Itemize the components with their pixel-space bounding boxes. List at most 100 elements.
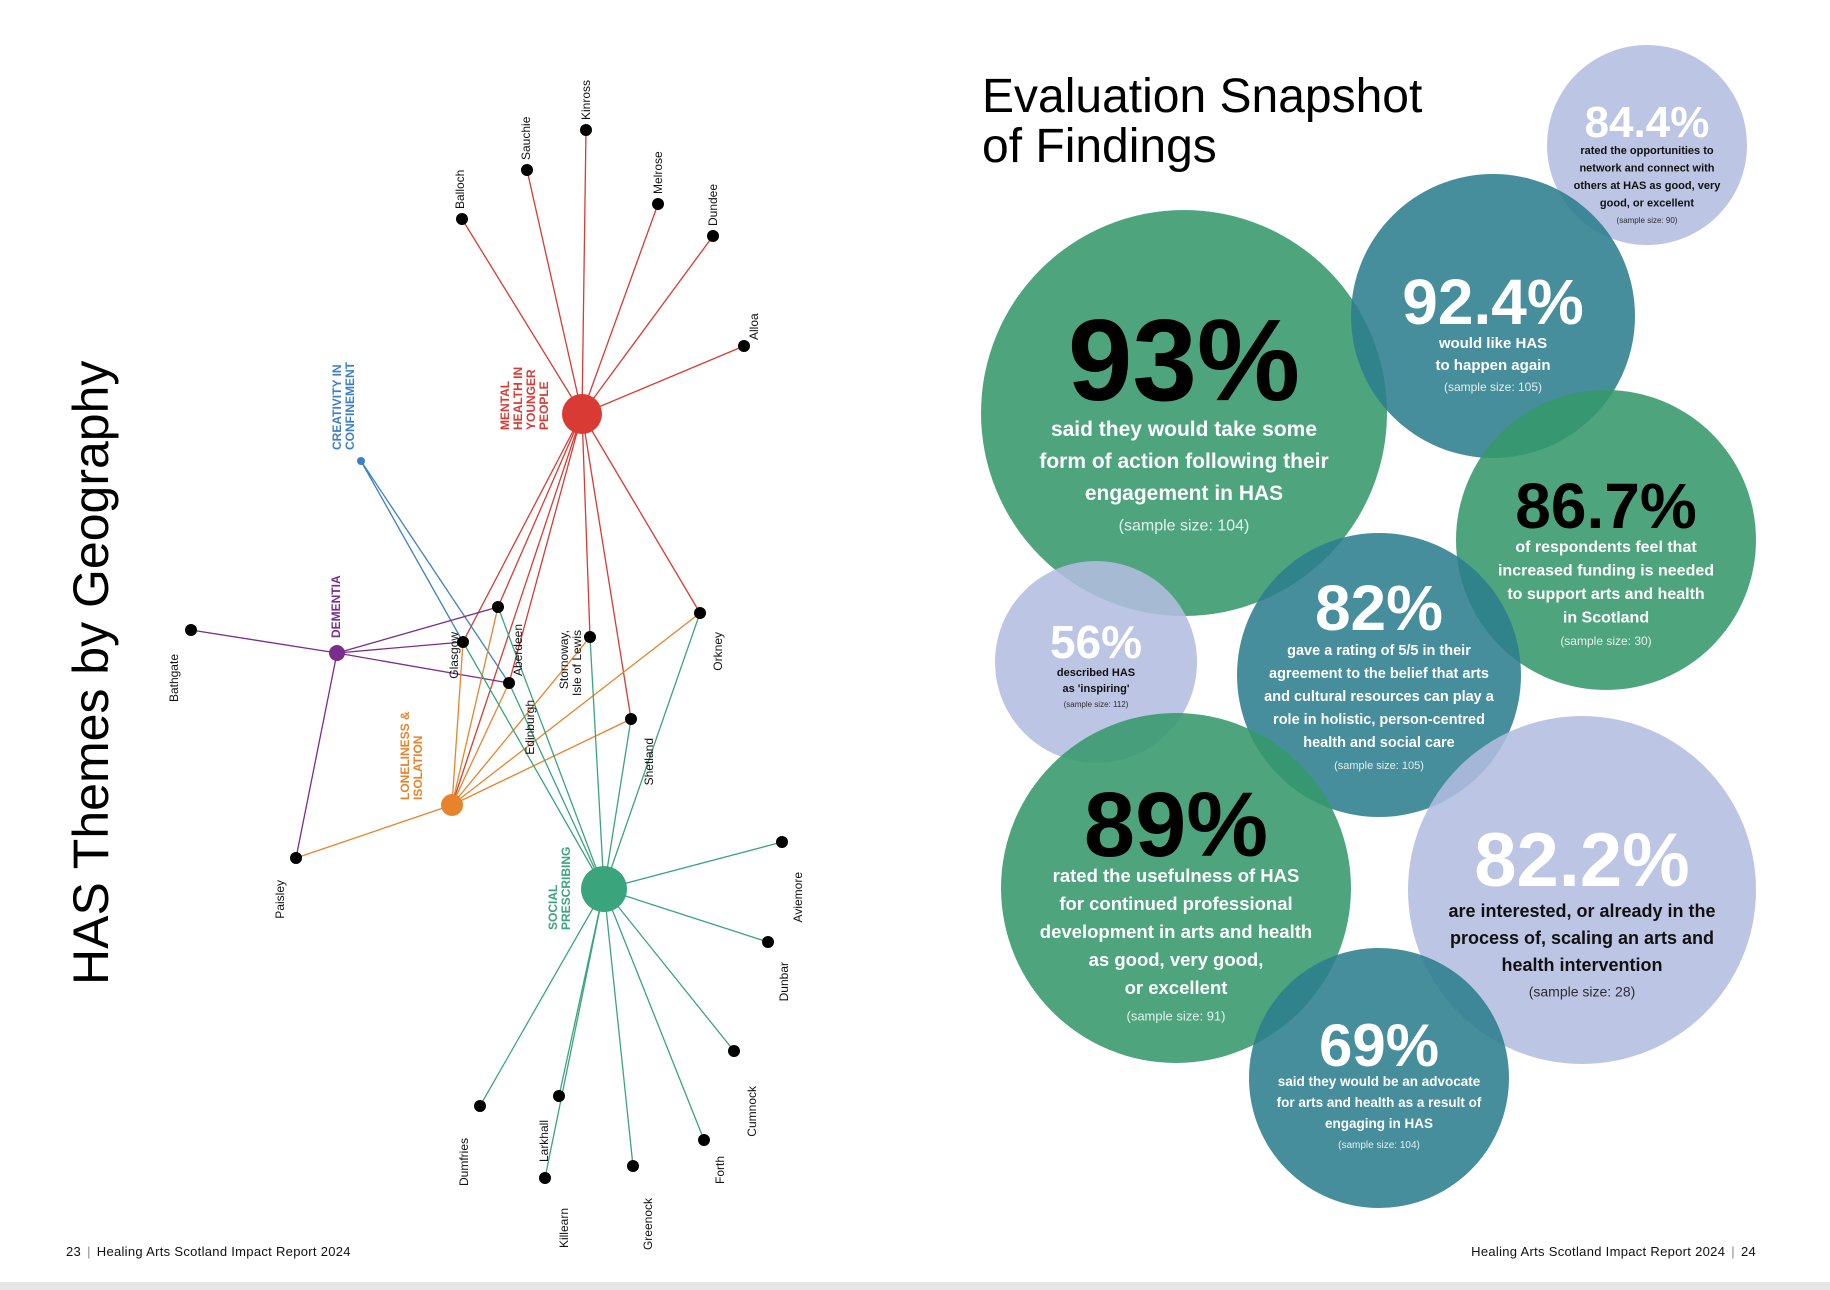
edge-mental-balloch bbox=[461, 218, 583, 415]
theme-label-loneliness: LONELINESS &ISOLATION bbox=[398, 711, 425, 800]
bubble-value: 69% bbox=[1319, 1012, 1439, 1079]
bubble-sample-size: (sample size: 112) bbox=[1064, 700, 1129, 709]
bubble-value: 86.7% bbox=[1515, 470, 1696, 542]
footer-text: Healing Arts Scotland Impact Report 2024 bbox=[1471, 1244, 1726, 1259]
theme-label-creativity: CREATIVITY INCONFINEMENT bbox=[330, 361, 357, 450]
place-label-orkney: Orkney bbox=[711, 632, 725, 671]
place-label-larkhall: Larkhall bbox=[537, 1120, 551, 1162]
edge-mental-loneliness bbox=[451, 413, 583, 806]
place-dot-shetland bbox=[625, 713, 637, 725]
bubble-value: 82% bbox=[1315, 572, 1443, 644]
theme-node-creativity bbox=[357, 457, 365, 465]
place-label-killearn: Killearn bbox=[557, 1208, 571, 1248]
place-label-alloa: Alloa bbox=[747, 313, 761, 340]
place-label-dunbar: Dunbar bbox=[777, 962, 791, 1001]
edge-dementia-paisley bbox=[295, 652, 338, 859]
place-dot-dundee bbox=[707, 230, 719, 242]
page-number: 23 bbox=[66, 1244, 82, 1259]
edge-social-glasgow bbox=[462, 641, 605, 890]
place-dot-balloch bbox=[456, 213, 468, 225]
edge-dementia-bathgate bbox=[190, 629, 338, 654]
finding-bubble-stat-86-7: 86.7%of respondents feel that increased f… bbox=[1456, 390, 1756, 690]
place-dot-glasgow bbox=[457, 636, 469, 648]
edge-social-cumnock bbox=[603, 888, 735, 1052]
bubble-circle bbox=[1001, 713, 1351, 1063]
place-dot-alloa bbox=[738, 340, 750, 352]
place-label-paisley: Paisley bbox=[273, 880, 287, 919]
edge-dementia-aberdeen bbox=[336, 606, 499, 654]
bubble-description: are interested, or already in the process… bbox=[1448, 901, 1715, 975]
edge-mental-alloa bbox=[581, 345, 745, 415]
bubble-sample-size: (sample size: 30) bbox=[1560, 634, 1651, 648]
place-dot-edinburgh bbox=[503, 677, 515, 689]
footer-text: Healing Arts Scotland Impact Report 2024 bbox=[96, 1244, 351, 1259]
place-dot-orkney bbox=[694, 607, 706, 619]
edge-mental-orkney bbox=[581, 413, 701, 614]
bubble-circle bbox=[1547, 45, 1747, 245]
theme-node-mental bbox=[562, 394, 602, 434]
place-dot-killearn bbox=[539, 1172, 551, 1184]
bubble-circle bbox=[1408, 716, 1756, 1064]
edge-social-aberdeen bbox=[497, 606, 605, 890]
bubble-description: would like HAS to happen again bbox=[1435, 335, 1550, 374]
finding-bubble-stat-89: 89%rated the usefulness of HAS for contin… bbox=[1001, 713, 1351, 1063]
place-label-sauchie: Sauchie bbox=[519, 116, 533, 160]
theme-node-social bbox=[581, 866, 627, 912]
theme-nodes: MENTALHEALTH INYOUNGERPEOPLE CREATIVITY I… bbox=[329, 361, 627, 930]
bubble-description: gave a rating of 5/5 in their agreement t… bbox=[1264, 643, 1495, 751]
edge-loneliness-stornoway bbox=[451, 636, 591, 806]
edge-loneliness-paisley bbox=[295, 804, 453, 859]
place-dot-melrose bbox=[652, 198, 664, 210]
theme-node-loneliness bbox=[441, 794, 463, 816]
edge-mental-stornoway bbox=[581, 413, 591, 638]
bubble-circle bbox=[981, 210, 1387, 616]
edge-dementia-glasgow bbox=[336, 641, 464, 654]
place-label-balloch: Balloch bbox=[453, 170, 467, 209]
finding-bubble-stat-69: 69%said they would be an advocate for art… bbox=[1249, 948, 1509, 1208]
edge-social-shetland bbox=[603, 718, 632, 890]
edge-social-greenock bbox=[603, 888, 634, 1167]
footer-right: Healing Arts Scotland Impact Report 2024… bbox=[1471, 1244, 1756, 1259]
page-bottom-edge bbox=[0, 1282, 1830, 1290]
edge-mental-dundee bbox=[581, 235, 714, 415]
bubble-circle bbox=[1351, 174, 1635, 458]
place-dot-dunbar bbox=[762, 936, 774, 948]
edge-mental-kinross bbox=[581, 129, 587, 415]
bubble-value: 92.4% bbox=[1402, 266, 1583, 338]
edge-social-forth bbox=[603, 888, 705, 1141]
edge-social-dumfries bbox=[479, 888, 605, 1107]
bubble-value: 89% bbox=[1084, 774, 1268, 876]
bubble-circle bbox=[1237, 533, 1521, 817]
edge-mental-shetland bbox=[581, 413, 632, 720]
page-title-themes-by-geography: HAS Themes by Geography bbox=[63, 361, 119, 985]
finding-bubble-stat-84-4: 84.4%rated the opportunities to network a… bbox=[1547, 45, 1747, 245]
place-dot-forth bbox=[698, 1134, 710, 1146]
bubble-value: 56% bbox=[1050, 616, 1142, 668]
edge-dementia-edinburgh bbox=[336, 652, 510, 684]
edge-social-orkney bbox=[603, 612, 701, 890]
bubble-sample-size: (sample size: 105) bbox=[1444, 380, 1542, 394]
bubble-circle bbox=[1456, 390, 1756, 690]
page-number: 24 bbox=[1740, 1244, 1756, 1259]
theme-label-social: SOCIALPRESCRIBING bbox=[546, 847, 573, 930]
findings-title: Evaluation Snapshot of Findings bbox=[982, 70, 1422, 173]
findings-bubbles: 93%said they would take some form of acti… bbox=[981, 45, 1756, 1208]
place-dot-kinross bbox=[580, 124, 592, 136]
finding-bubble-stat-82-2: 82.2%are interested, or already in the pr… bbox=[1408, 716, 1756, 1064]
edge-loneliness-orkney bbox=[451, 612, 701, 806]
place-dot-cumnock bbox=[728, 1045, 740, 1057]
finding-bubble-stat-93: 93%said they would take some form of acti… bbox=[981, 210, 1387, 616]
place-dot-aviemore bbox=[776, 836, 788, 848]
bubble-sample-size: (sample size: 104) bbox=[1119, 517, 1250, 534]
edge-social-dunbar bbox=[603, 888, 769, 943]
finding-bubble-stat-92-4: 92.4%would like HAS to happen again (sampl… bbox=[1351, 174, 1635, 458]
place-dot-dumfries bbox=[474, 1100, 486, 1112]
place-label-dumfries: Dumfries bbox=[457, 1138, 471, 1186]
theme-geography-network: Balloch Sauchie Kinross Melrose Dundee Alloa O… bbox=[167, 80, 805, 1250]
edge-creativity-edinburgh bbox=[360, 460, 510, 684]
network-edges bbox=[190, 129, 783, 1179]
edge-creativity-glasgow bbox=[360, 460, 464, 643]
edge-social-aviemore bbox=[603, 841, 783, 890]
bubble-sample-size: (sample size: 90) bbox=[1617, 216, 1678, 225]
